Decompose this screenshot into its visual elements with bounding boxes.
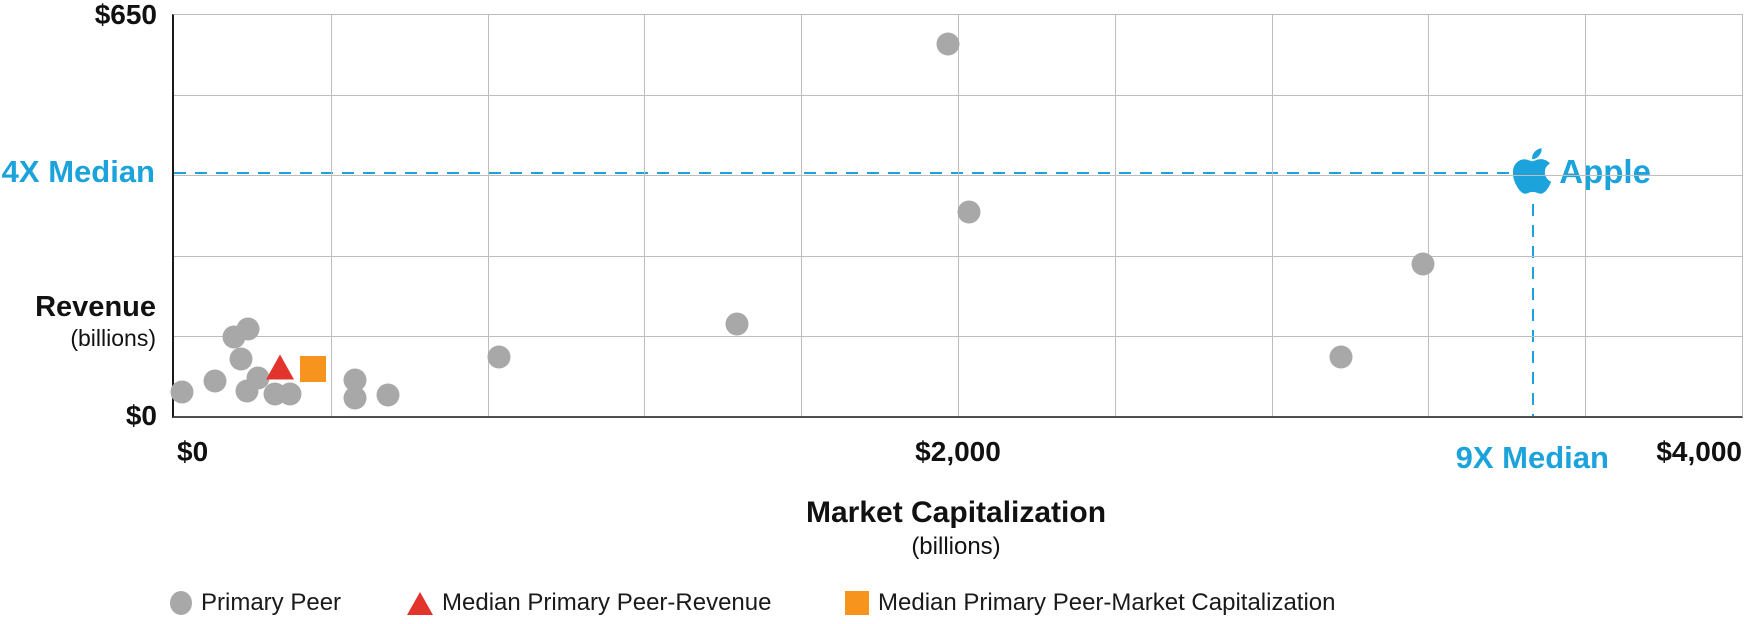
horizontal-gridline — [174, 335, 1742, 337]
x-axis-title-units: (billions) — [911, 533, 1001, 560]
vertical-gridline — [801, 15, 803, 416]
apple-point-label: Apple — [1559, 153, 1651, 191]
vertical-gridline — [330, 15, 332, 416]
peer-dot — [1329, 345, 1353, 369]
legend-label: Median Primary Peer-Revenue — [442, 589, 772, 616]
peer-dot — [936, 32, 960, 56]
legend-item-primary-peer: Primary Peer — [170, 589, 341, 617]
x-axis-title: Market Capitalization — [805, 496, 1107, 529]
peer-dot — [278, 382, 302, 406]
apple-logo-icon — [1511, 145, 1553, 197]
horizontal-gridline — [174, 255, 1742, 257]
peer-dot — [343, 386, 367, 410]
median-4x-dashed-line — [174, 172, 1513, 175]
vertical-gridline — [1114, 15, 1116, 416]
peer-dot — [236, 317, 260, 341]
plot-area: 4X Median 9X Median Apple $650 $0 $0 $2,000… — [2, 0, 1743, 475]
median-9x-dashed-line — [1532, 204, 1535, 416]
y-axis-title: Revenue — [35, 291, 156, 323]
peer-dot — [725, 312, 749, 336]
legend-label: Primary Peer — [201, 589, 342, 616]
x-tick-label: $4,000 — [1656, 436, 1742, 467]
median-revenue-triangle — [265, 354, 294, 380]
x-tick-label: $0 — [177, 436, 209, 467]
horizontal-gridline — [174, 95, 1742, 97]
peer-dot — [229, 347, 253, 371]
legend-item-median-market-cap: Median Primary Peer-Market Capitalizatio… — [845, 589, 1336, 617]
vertical-gridline — [644, 15, 646, 416]
legend-item-median-revenue: Median Primary Peer-Revenue — [407, 589, 771, 617]
peer-dot — [957, 200, 981, 224]
peer-dot — [1411, 252, 1435, 276]
y-axis-title-units: (billions) — [70, 325, 156, 351]
primary-peer-circle-icon — [170, 591, 192, 615]
median-market-cap-square — [299, 356, 326, 383]
vertical-gridline — [1428, 15, 1430, 416]
horizontal-gridline — [174, 175, 1742, 177]
peer-dot — [343, 368, 367, 392]
peer-dot — [487, 345, 511, 369]
y-tick-label: $650 — [94, 0, 157, 30]
y-tick-label: $0 — [125, 400, 157, 431]
vertical-gridline — [1271, 15, 1273, 416]
peer-dot — [170, 380, 194, 404]
peer-dot — [376, 383, 400, 407]
peer-dot — [203, 369, 227, 393]
vertical-gridline — [1585, 15, 1587, 416]
label-9x-median: 9X Median — [1455, 440, 1609, 475]
median-market-cap-square-icon — [845, 591, 869, 615]
median-revenue-triangle-icon — [407, 591, 433, 615]
legend-label: Median Primary Peer-Market Capitalizatio… — [878, 589, 1336, 616]
label-4x-median: 4X Median — [1, 154, 155, 190]
vertical-gridline — [487, 15, 489, 416]
peer-dot — [246, 366, 270, 390]
x-tick-label: $2,000 — [915, 436, 1001, 467]
